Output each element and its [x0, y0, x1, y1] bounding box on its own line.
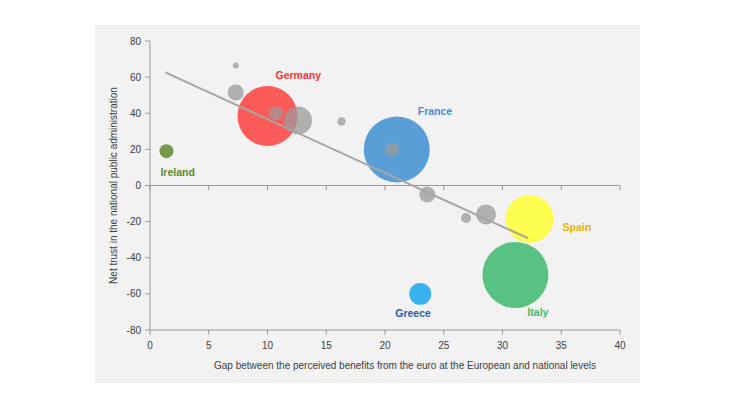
x-tick-zero: [385, 186, 386, 191]
y-tick: [145, 149, 150, 150]
country-bubble: [482, 242, 548, 308]
plot-background: [95, 25, 640, 383]
x-tick-label: 35: [556, 340, 568, 351]
x-tick-label: 10: [262, 340, 274, 351]
country-bubble: [159, 144, 173, 158]
y-tick: [145, 257, 150, 258]
trend-line: [165, 72, 528, 238]
country-label: Italy: [527, 306, 548, 318]
x-tick-zero: [561, 186, 562, 191]
y-tick-label: 20: [130, 144, 142, 155]
bubble: [284, 106, 312, 134]
x-tick: [561, 330, 562, 335]
bubble: [338, 117, 346, 125]
x-tick: [267, 330, 268, 335]
y-tick: [145, 221, 150, 222]
y-tick-label: -60: [127, 288, 142, 299]
country-label: Spain: [563, 221, 592, 233]
bubble: [269, 106, 283, 120]
y-axis-title: Net trust in the national public adminis…: [108, 87, 119, 284]
y-tick: [145, 41, 150, 42]
y-tick-label: -20: [127, 216, 142, 227]
x-tick: [385, 330, 386, 335]
country-label: France: [418, 105, 453, 117]
y-tick-label: 0: [135, 180, 141, 191]
x-tick-label: 20: [379, 340, 391, 351]
x-tick-zero: [502, 186, 503, 191]
y-tick: [145, 113, 150, 114]
x-tick-zero: [267, 186, 268, 191]
x-tick-label: 5: [206, 340, 212, 351]
country-bubble: [364, 116, 430, 182]
x-tick: [150, 330, 151, 335]
y-tick: [145, 293, 150, 294]
chart: -80 -60 -40 -20 0 20 40 60 80 0 5 10 15 20 25 30 35 40 Gap…: [0, 0, 730, 410]
country-label: Greece: [395, 307, 431, 319]
country-label: Ireland: [160, 166, 194, 178]
x-tick-label: 15: [321, 340, 333, 351]
x-tick-zero: [326, 186, 327, 191]
bubble: [385, 142, 399, 156]
y-tick-label: 80: [130, 36, 142, 47]
y-tick-label: 60: [130, 72, 142, 83]
x-tick-zero: [150, 186, 151, 191]
bubble: [228, 84, 244, 100]
bubble: [233, 62, 239, 68]
x-tick-label: 0: [147, 340, 153, 351]
y-tick-label: -80: [127, 325, 142, 336]
bubble: [461, 213, 471, 223]
x-axis-title: Gap between the perceived benefits from …: [214, 360, 596, 371]
x-tick-zero: [208, 186, 209, 191]
x-tick-label: 25: [438, 340, 450, 351]
x-tick-zero: [443, 186, 444, 191]
x-tick: [326, 330, 327, 335]
y-axis-line: [150, 41, 151, 330]
x-tick-label: 40: [614, 340, 626, 351]
x-tick-label: 30: [497, 340, 509, 351]
x-tick: [620, 330, 621, 335]
x-tick: [443, 330, 444, 335]
x-tick: [208, 330, 209, 335]
y-tick-label: 40: [130, 108, 142, 119]
x-tick: [502, 330, 503, 335]
country-bubble: [506, 195, 554, 243]
x-tick-zero: [620, 186, 621, 191]
country-label: Germany: [276, 69, 322, 81]
y-tick-label: -40: [127, 252, 142, 263]
y-tick: [145, 185, 150, 186]
y-tick: [145, 77, 150, 78]
plot-marks: [159, 62, 553, 308]
country-bubble: [409, 283, 431, 305]
y-tick: [145, 330, 150, 331]
